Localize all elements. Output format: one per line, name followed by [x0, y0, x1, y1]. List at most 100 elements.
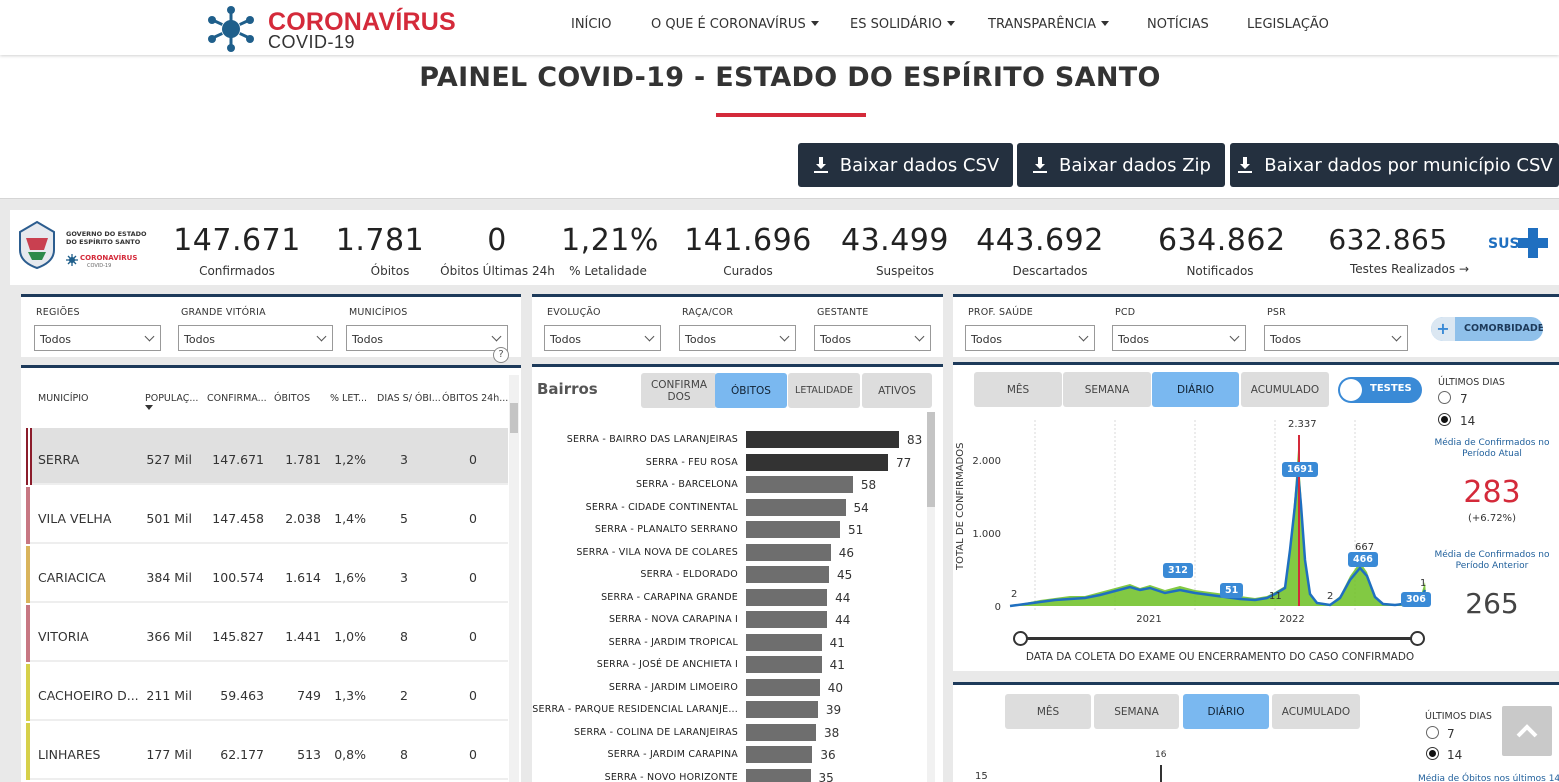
testes-toggle[interactable]: TESTES — [1338, 377, 1422, 403]
help-icon[interactable]: ? — [493, 347, 509, 363]
bairros-scrollbar[interactable] — [927, 412, 935, 782]
bairro-bar[interactable] — [746, 678, 820, 696]
kpi-notificados-value: 634.862 — [1158, 223, 1286, 258]
nav-es-solidario[interactable]: ES SOLIDÁRIO — [850, 17, 955, 32]
ob-tab-semana[interactable]: SEMANA — [1094, 694, 1179, 729]
bairro-label: SERRA - CIDADE CONTINENTAL — [585, 501, 738, 513]
table-row[interactable]: VITORIA 366 Mil 145.827 1.441 1,0% 8 0 — [26, 605, 508, 662]
comorbidade-toggle[interactable]: + COMORBIDADE — [1431, 317, 1543, 341]
bairro-bar[interactable] — [746, 453, 888, 471]
confirmados-area-chart[interactable]: TOTAL DE CONFIRMADOS 0 1.000 2.000 2.337… — [955, 410, 1435, 660]
cell-pop: 211 Mil — [146, 688, 192, 703]
table-row[interactable]: CARIACICA 384 Mil 100.574 1.614 1,6% 3 0 — [26, 546, 508, 603]
ts-tab-semana[interactable]: SEMANA — [1063, 372, 1151, 407]
cell-obitos: 749 — [297, 688, 321, 703]
bairro-bar[interactable] — [746, 656, 822, 673]
bairro-bar[interactable] — [746, 476, 853, 493]
bairro-bar[interactable] — [746, 768, 811, 782]
col-letalidade-header[interactable]: % LET... — [330, 393, 368, 404]
bairros-tab-letalidade[interactable]: LETALIDADE — [788, 373, 860, 408]
nav-o-que-e-coronavirus[interactable]: O QUE É CORONAVÍRUS — [651, 17, 819, 32]
filter-regioes-select[interactable]: Todos — [34, 325, 161, 351]
bairro-bar[interactable] — [746, 746, 813, 763]
bairro-label: SERRA - FEU ROSA — [645, 456, 738, 468]
cell-ob24: 0 — [469, 747, 477, 762]
ts-tab-acumulado[interactable]: ACUMULADO — [1241, 372, 1329, 407]
filter-psr-select[interactable]: Todos — [1264, 325, 1408, 351]
bairro-bar[interactable] — [746, 723, 817, 741]
kpi-curados-label: Curados — [723, 264, 773, 278]
kpi-obitos-label: Óbitos — [370, 264, 410, 278]
ts-xtick-2021: 2021 — [1136, 614, 1161, 625]
bairros-scrollbar-thumb[interactable] — [927, 412, 935, 507]
date-range-start-handle[interactable] — [1013, 631, 1028, 646]
bairro-bar[interactable] — [746, 498, 846, 516]
filter-municipios-select[interactable]: Todos — [346, 325, 508, 351]
filter-prof-saude-select[interactable]: Todos — [965, 325, 1095, 351]
bairros-tab-ativos[interactable]: ATIVOS — [862, 373, 932, 408]
kpi-testes-link[interactable]: Testes Realizados → — [1350, 262, 1469, 276]
bairro-bar[interactable] — [746, 521, 840, 538]
ts-tab-diario[interactable]: DIÁRIO — [1152, 372, 1239, 407]
cell-obitos: 1.781 — [285, 452, 321, 467]
ts-tag-312: 312 — [1163, 563, 1193, 578]
ob-tab-diario[interactable]: DIÁRIO — [1183, 694, 1269, 729]
bairro-bar[interactable] — [746, 611, 828, 628]
ts-tag-306: 306 — [1401, 592, 1431, 607]
bairro-value: 41 — [829, 658, 845, 672]
cell-obitos: 513 — [297, 747, 321, 762]
table-row[interactable]: VILA VELHA 501 Mil 147.458 2.038 1,4% 5 0 — [26, 487, 508, 544]
bairro-bar[interactable] — [746, 543, 831, 561]
date-range-slider-track[interactable] — [1022, 637, 1418, 640]
filter-evolucao-select[interactable]: Todos — [544, 325, 661, 351]
radio-7-label: 7 — [1460, 392, 1468, 406]
nav-transparencia[interactable]: TRANSPARÊNCIA — [988, 17, 1109, 32]
download-zip-button[interactable]: Baixar dados Zip — [1017, 143, 1225, 187]
date-range-end-handle[interactable] — [1410, 631, 1425, 646]
ts-tag-51: 51 — [1220, 583, 1244, 598]
table-row[interactable]: LINHARES 177 Mil 62.177 513 0,8% 8 0 — [26, 723, 508, 780]
col-confirmados-header[interactable]: CONFIRMA... — [207, 393, 267, 404]
ob-radio-7-dias[interactable] — [1426, 726, 1439, 739]
table-row[interactable]: CACHOEIRO D... 211 Mil 59.463 749 1,3% 2 0 — [26, 664, 508, 721]
filter-gestante-select[interactable]: Todos — [814, 325, 931, 351]
nav-noticias[interactable]: NOTÍCIAS — [1147, 17, 1209, 32]
nav-legislacao[interactable]: LEGISLAÇÃO — [1247, 17, 1329, 32]
download-municipio-csv-button[interactable]: Baixar dados por município CSV — [1230, 143, 1559, 187]
filter-grande-vitoria-select[interactable]: Todos — [178, 325, 333, 351]
col-obitos-header[interactable]: ÓBITOS — [274, 393, 311, 404]
radio-14-dias[interactable] — [1438, 413, 1451, 426]
ts-tag-466: 466 — [1348, 552, 1378, 567]
cell-ob24: 0 — [469, 511, 477, 526]
ob-tab-acumulado[interactable]: ACUMULADO — [1272, 694, 1360, 729]
col-dias-sem-obito-header[interactable]: DIAS S/ ÓBI... — [377, 393, 441, 404]
ob-tab-mes[interactable]: MÊS — [1005, 694, 1091, 729]
radio-7-dias[interactable] — [1438, 391, 1451, 404]
filter-pcd-select[interactable]: Todos — [1112, 325, 1246, 351]
bairro-bar[interactable] — [746, 566, 829, 583]
nav-inicio[interactable]: INÍCIO — [571, 17, 612, 32]
bairro-bar[interactable] — [746, 431, 899, 448]
ob-radio-14-dias[interactable] — [1426, 747, 1439, 760]
col-municipio-header[interactable]: MUNICÍPIO — [38, 393, 89, 404]
back-to-top-button[interactable] — [1502, 706, 1552, 756]
ts-tab-mes[interactable]: MÊS — [974, 372, 1062, 407]
col-populacao-header[interactable]: POPULAÇ... — [145, 393, 198, 410]
ts-ytick-0: 0 — [995, 602, 1001, 613]
table-row[interactable]: SERRA 527 Mil 147.671 1.781 1,2% 3 0 — [26, 428, 508, 485]
bairro-bar[interactable] — [746, 701, 818, 718]
download-csv-button[interactable]: Baixar dados CSV — [798, 143, 1013, 187]
cell-conf: 59.463 — [220, 688, 264, 703]
col-obitos-24h-header[interactable]: ÓBITOS 24h... — [442, 393, 509, 404]
bairros-tab-obitos[interactable]: ÓBITOS — [715, 373, 787, 408]
bairro-bar[interactable] — [746, 633, 822, 651]
ob-radio-7-label: 7 — [1447, 727, 1455, 741]
table-scrollbar[interactable] — [509, 375, 519, 782]
comorbidade-label: COMORBIDADE — [1464, 323, 1543, 334]
kpi-obitos-value: 1.781 — [335, 223, 425, 258]
filter-raca-cor-select[interactable]: Todos — [679, 325, 796, 351]
table-scrollbar-thumb[interactable] — [510, 403, 518, 433]
brand-logo[interactable]: CORONAVÍRUS COVID-19 — [206, 6, 456, 52]
bairros-tab-confirmados[interactable]: CONFIRMADOS — [641, 373, 717, 408]
bairro-bar[interactable] — [746, 588, 828, 606]
